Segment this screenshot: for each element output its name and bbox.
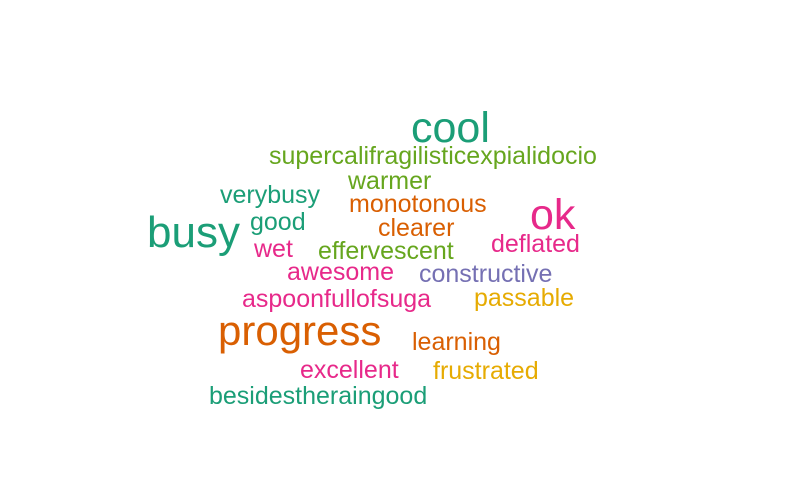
word-monotonous: monotonous [349,190,487,218]
word-progress: progress [218,307,382,354]
word-wet: wet [254,235,293,263]
word-effervescent: effervescent [318,237,454,265]
word-frustrated: frustrated [433,357,539,385]
word-warmer: warmer [348,167,432,195]
word-supercalifragilisticexpialidocio: supercalifragilisticexpialidocio [269,142,597,170]
word-awesome: awesome [287,258,394,286]
word-good: good [250,208,306,236]
word-cool: cool [411,104,490,152]
word-verybusy: verybusy [220,181,321,209]
word-aspoonfullofsuga: aspoonfullofsuga [242,285,432,313]
word-besidestheraingood: besidestheraingood [209,382,428,410]
word-constructive: constructive [419,260,553,288]
word-clearer: clearer [378,214,455,242]
word-busy: busy [147,208,240,257]
word-learning: learning [412,328,501,356]
word-excellent: excellent [300,356,399,384]
word-ok: ok [530,191,576,239]
word-passable: passable [474,284,575,312]
word-deflated: deflated [491,230,580,258]
